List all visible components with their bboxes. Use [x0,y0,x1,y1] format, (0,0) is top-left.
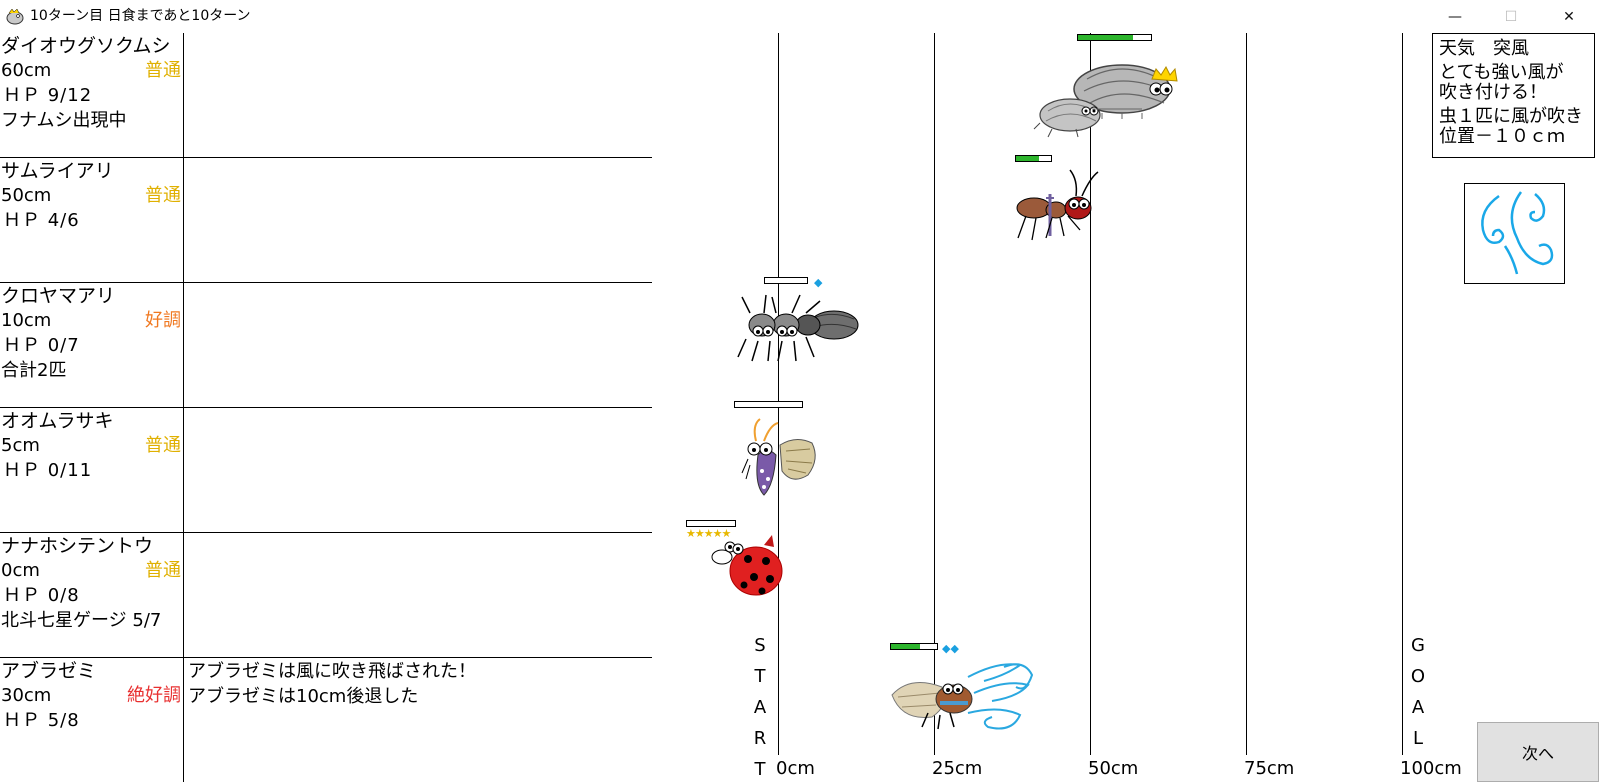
bug-name: アブラゼミ [1,660,97,682]
tick-label: 0cm [776,758,815,779]
bug-name: ダイオウグソクムシ [1,35,171,57]
bug-condition: 好調 [145,310,181,331]
track-line-0cm [778,33,779,755]
hp-bar [890,643,938,650]
star-gauge: ★★★★★ [686,527,731,540]
purple-emperor-sprite[interactable] [740,415,830,505]
goal-letter: L [1412,728,1424,749]
track-line-50cm [1090,33,1091,755]
black-ant-sprite[interactable] [736,291,866,365]
bug-hp: ＨＰ 0/11 [3,460,93,481]
bug-row-aburazemi: アブラゼミ 30cm 絶好調 ＨＰ 5/8 アブラゼミは風に吹き飛ばされた！ ア… [0,658,652,782]
gem-icon: ◆ [814,276,823,289]
race-track: 0cm 25cm 50cm 75cm 100cm S T A R T G O A… [652,33,1462,782]
maximize-button[interactable]: ☐ [1504,8,1518,25]
bug-row-oomurasaki: オオムラサキ 5cm 普通 ＨＰ 0/11 [0,408,652,533]
tick-label: 25cm [932,758,983,779]
app-icon [6,8,24,25]
weather-icon-frame [1464,183,1565,284]
track-line-75cm [1246,33,1247,755]
bug-status-note: 北斗七星ゲージ 5/7 [1,610,162,631]
minimize-button[interactable]: — [1448,8,1462,25]
bug-row-kuroyamaari: クロヤマアリ 10cm 好調 ＨＰ 0/7 合計2匹 [0,283,652,408]
bug-condition: 普通 [145,560,181,581]
hp-bar [686,520,736,527]
hp-bar [1015,155,1052,162]
bug-info: オオムラサキ 5cm 普通 ＨＰ 0/11 [0,408,184,533]
bug-info: クロヤマアリ 10cm 好調 ＨＰ 0/7 合計2匹 [0,283,184,408]
bug-row-daiougusokumushi: ダイオウグソクムシ 60cm 普通 ＨＰ 9/12 フナムシ出現中 [0,33,652,158]
bug-position: 5cm [1,435,40,456]
bug-info: アブラゼミ 30cm 絶好調 ＨＰ 5/8 [0,658,184,782]
close-button[interactable]: ✕ [1563,8,1575,25]
weather-panel: 天気 突風 とても強い風が 吹き付ける！ 虫１匹に風が吹き 位置－１０ｃｍ [1432,33,1595,158]
bug-info: サムライアリ 50cm 普通 ＨＰ 4/6 [0,158,184,283]
tick-label: 100cm [1400,758,1462,779]
bug-position: 30cm [1,685,52,706]
bug-status-note: 合計2匹 [1,360,67,381]
samurai-ant-sprite[interactable] [1012,168,1108,244]
bug-position: 10cm [1,310,52,331]
bug-position: 0cm [1,560,40,581]
bug-name: サムライアリ [1,160,114,182]
weather-effect: 虫１匹に風が吹き 位置－１０ｃｍ [1439,106,1583,147]
start-letter: S [754,635,766,656]
next-button[interactable]: 次へ [1477,722,1599,782]
bug-condition: 普通 [145,185,181,206]
bug-hp: ＨＰ 5/8 [3,710,80,731]
weather-description: とても強い風が 吹き付ける！ [1439,62,1564,103]
gem-icon: ◆◆ [942,642,959,655]
ladybird-sprite[interactable] [708,533,792,605]
window-title: 10ターン目 日食まであと10ターン [30,8,251,24]
bug-condition: 普通 [145,435,181,456]
hp-bar [1077,34,1152,41]
tick-label: 50cm [1088,758,1139,779]
bug-condition: 普通 [145,60,181,81]
bug-info: ナナホシテントウ 0cm 普通 ＨＰ 0/8 北斗七星ゲージ 5/7 [0,533,184,658]
bug-hp: ＨＰ 0/8 [3,585,80,606]
start-letter: T [754,666,766,687]
goal-letter: O [1410,666,1426,687]
giant-isopod-sprite[interactable] [1032,49,1182,159]
hp-bar [764,277,808,284]
start-letter: R [753,728,767,749]
track-line-25cm [934,33,935,755]
bug-hp: ＨＰ 9/12 [3,85,93,106]
weather-title: 天気 突風 [1439,38,1529,59]
bug-status-note: フナムシ出現中 [1,110,127,131]
goal-letter: A [1411,697,1425,718]
bug-hp: ＨＰ 4/6 [3,210,80,231]
goal-letter: G [1411,635,1425,656]
hp-bar [734,401,803,408]
title-bar: 10ターン目 日食まであと10ターン — ☐ ✕ [0,0,1602,33]
track-line-100cm [1402,33,1403,755]
bug-position: 50cm [1,185,52,206]
bug-position: 60cm [1,60,52,81]
bug-condition: 絶好調 [127,685,181,706]
cicada-sprite[interactable] [888,657,1038,749]
log-line: アブラゼミは10cm後退した [188,686,419,707]
bug-hp: ＨＰ 0/7 [3,335,80,356]
bug-log: アブラゼミは風に吹き飛ばされた！ アブラゼミは10cm後退した [188,659,648,709]
start-letter: T [754,759,766,780]
bug-info: ダイオウグソクムシ 60cm 普通 ＨＰ 9/12 フナムシ出現中 [0,33,184,158]
start-letter: A [753,697,767,718]
bug-row-samuraiari: サムライアリ 50cm 普通 ＨＰ 4/6 [0,158,652,283]
log-line: アブラゼミは風に吹き飛ばされた！ [188,661,476,682]
bug-name: クロヤマアリ [1,285,116,307]
wind-icon [1481,191,1554,275]
tick-label: 75cm [1244,758,1295,779]
bug-row-nanahoshitentou: ナナホシテントウ 0cm 普通 ＨＰ 0/8 北斗七星ゲージ 5/7 [0,533,652,658]
bug-name: ナナホシテントウ [1,535,154,557]
bug-name: オオムラサキ [1,410,114,432]
